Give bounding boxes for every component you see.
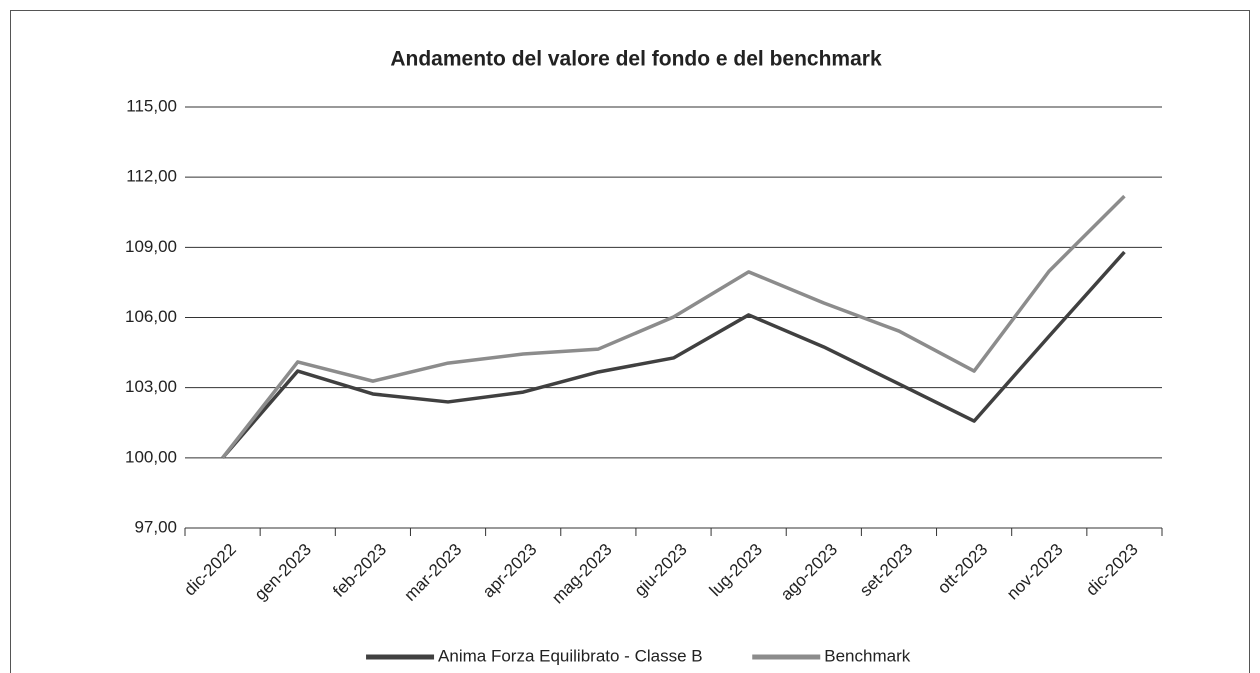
x-tick-label: lug-2023 [706, 540, 766, 600]
x-tick-label: dic-2022 [180, 540, 240, 600]
y-tick-label: 109,00 [125, 237, 177, 256]
y-tick-label: 115,00 [126, 96, 177, 115]
x-tick-label: mag-2023 [548, 540, 616, 608]
y-tick-label: 103,00 [125, 377, 177, 396]
legend-label: Anima Forza Equilibrato - Classe B [438, 646, 703, 665]
series-line [221, 194, 1126, 459]
x-tick-label: giu-2023 [631, 540, 691, 600]
y-tick-label: 112,00 [126, 167, 177, 186]
series-line [221, 250, 1126, 459]
x-tick-label: nov-2023 [1003, 540, 1067, 604]
x-tick-label: apr-2023 [479, 540, 541, 602]
chart-border [10, 10, 1250, 673]
x-tick-label: feb-2023 [329, 540, 390, 601]
y-tick-label: 100,00 [125, 447, 177, 466]
chart-title: Andamento del valore del fondo e del ben… [390, 48, 882, 71]
x-tick-label: gen-2023 [251, 540, 315, 604]
y-tick-label: 97,00 [134, 517, 177, 536]
x-tick-label: ott-2023 [934, 540, 992, 598]
x-tick-label: mar-2023 [400, 540, 465, 605]
x-tick-label: ago-2023 [777, 540, 841, 604]
y-tick-label: 106,00 [125, 307, 177, 326]
legend-label: Benchmark [824, 646, 910, 665]
x-tick-label: set-2023 [856, 540, 916, 600]
x-tick-label: dic-2023 [1082, 540, 1142, 600]
